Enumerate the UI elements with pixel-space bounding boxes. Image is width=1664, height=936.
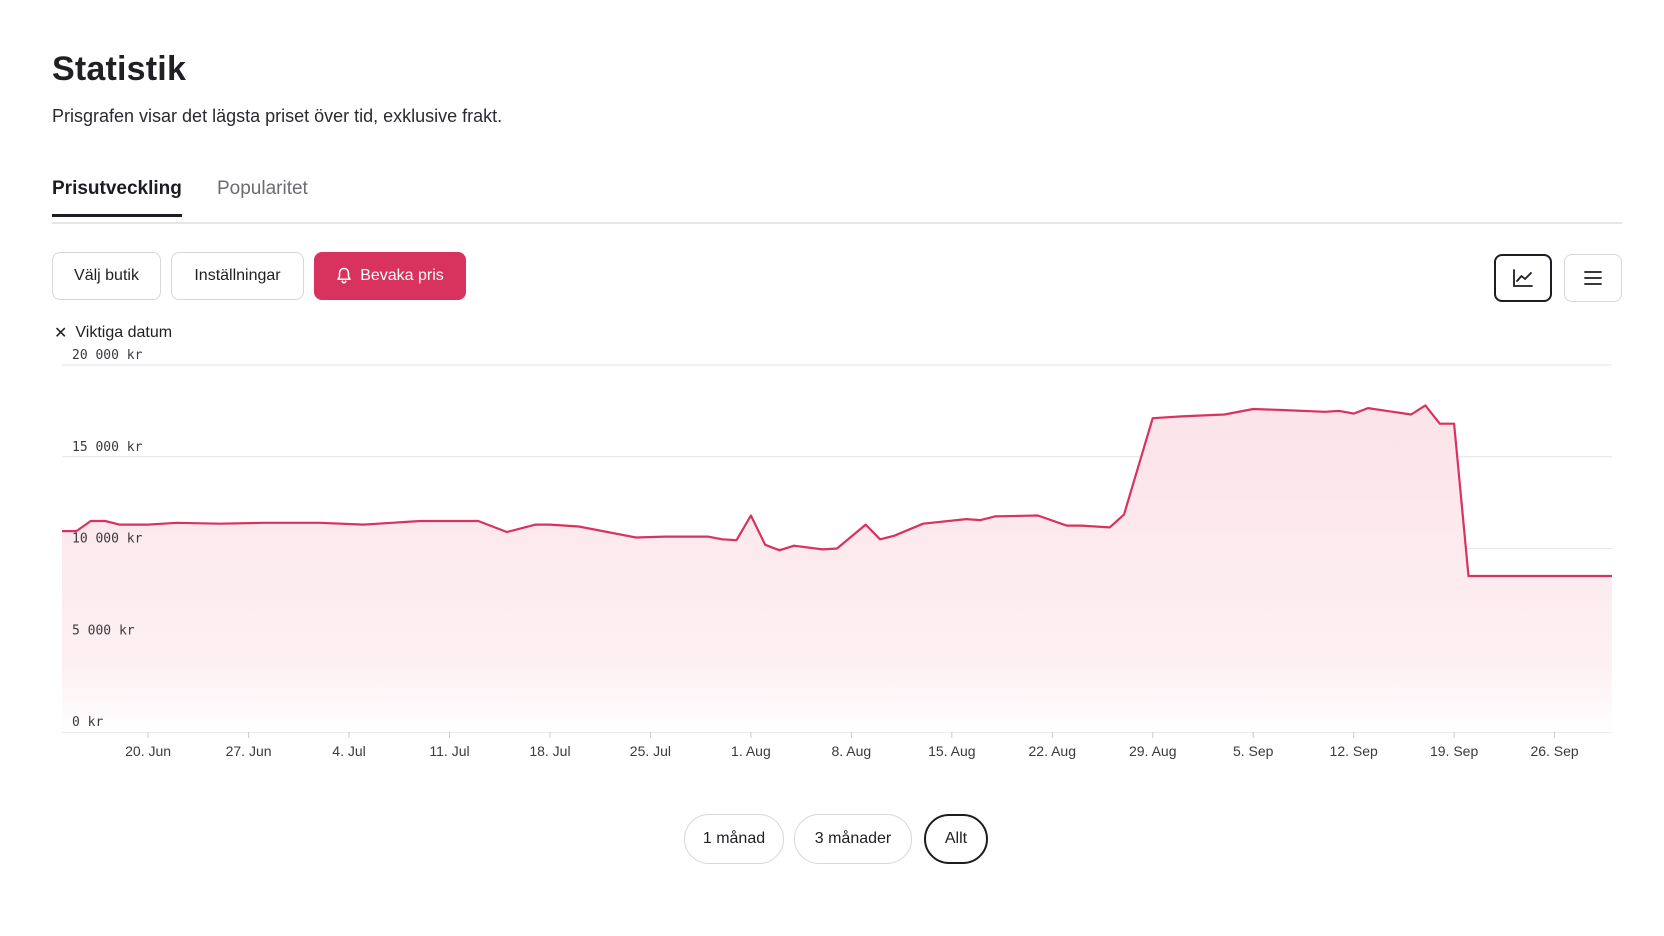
x-tick-label: 29. Aug xyxy=(1129,743,1177,759)
tab-popularitet[interactable]: Popularitet xyxy=(217,178,308,199)
settings-button[interactable]: Inställningar xyxy=(171,252,304,300)
page-title: Statistik xyxy=(52,50,187,88)
line-chart-icon xyxy=(1513,269,1533,287)
important-dates-toggle[interactable]: ✕ Viktiga datum xyxy=(54,323,172,343)
x-tick-label: 5. Sep xyxy=(1233,743,1274,759)
price-chart[interactable]: 20. Jun 27. Jun 4. Jul 11. Jul 18. Jul 25. Ju… xyxy=(0,340,1664,780)
x-tick-label: 1. Aug xyxy=(731,743,771,759)
important-dates-label: Viktiga datum xyxy=(75,324,173,341)
period-1-month-button[interactable]: 1 månad xyxy=(684,814,784,864)
x-tick-label: 19. Sep xyxy=(1430,743,1478,759)
y-tick-label: 15 000 kr xyxy=(72,440,143,455)
x-tick-label: 12. Sep xyxy=(1330,743,1378,759)
tab-bar: Prisutveckling Popularitet xyxy=(52,172,1622,224)
x-tick-label: 11. Jul xyxy=(429,743,469,759)
price-area-fill xyxy=(62,405,1612,732)
x-tick-label: 18. Jul xyxy=(529,743,570,759)
x-tick-label: 27. Jun xyxy=(226,743,272,759)
x-tick-label: 26. Sep xyxy=(1530,743,1578,759)
y-tick-label: 10 000 kr xyxy=(72,532,143,547)
chart-view-button[interactable] xyxy=(1494,254,1552,302)
y-tick-label: 5 000 kr xyxy=(72,623,135,638)
x-tick-label: 15. Aug xyxy=(928,743,976,759)
x-tick-label: 25. Jul xyxy=(630,743,671,759)
y-tick-label: 20 000 kr xyxy=(72,348,143,363)
period-3-months-button[interactable]: 3 månader xyxy=(794,814,912,864)
watch-price-button[interactable]: Bevaka pris xyxy=(314,252,466,300)
period-all-button[interactable]: Allt xyxy=(924,814,988,864)
y-tick-label: 0 kr xyxy=(72,715,103,730)
list-view-button[interactable] xyxy=(1564,254,1622,302)
x-tick-label: 4. Jul xyxy=(332,743,365,759)
chart-area xyxy=(62,404,1612,732)
tab-prisutveckling[interactable]: Prisutveckling xyxy=(52,178,182,217)
x-tick-label: 8. Aug xyxy=(832,743,872,759)
bell-icon xyxy=(337,267,351,284)
price-line xyxy=(62,404,1612,578)
list-icon xyxy=(1584,271,1602,285)
x-tick-label: 20. Jun xyxy=(125,743,171,759)
select-store-button[interactable]: Välj butik xyxy=(52,252,161,300)
x-tick-label: 22. Aug xyxy=(1029,743,1077,759)
y-axis-labels: 0 kr 5 000 kr 10 000 kr 15 000 kr 20 000 kr xyxy=(72,348,143,730)
watch-price-label: Bevaka pris xyxy=(360,267,444,284)
page-subtitle: Prisgrafen visar det lägsta priset över … xyxy=(52,106,503,126)
close-icon: ✕ xyxy=(54,325,68,342)
x-axis: 20. Jun 27. Jun 4. Jul 11. Jul 18. Jul 25. Ju… xyxy=(125,732,1579,759)
